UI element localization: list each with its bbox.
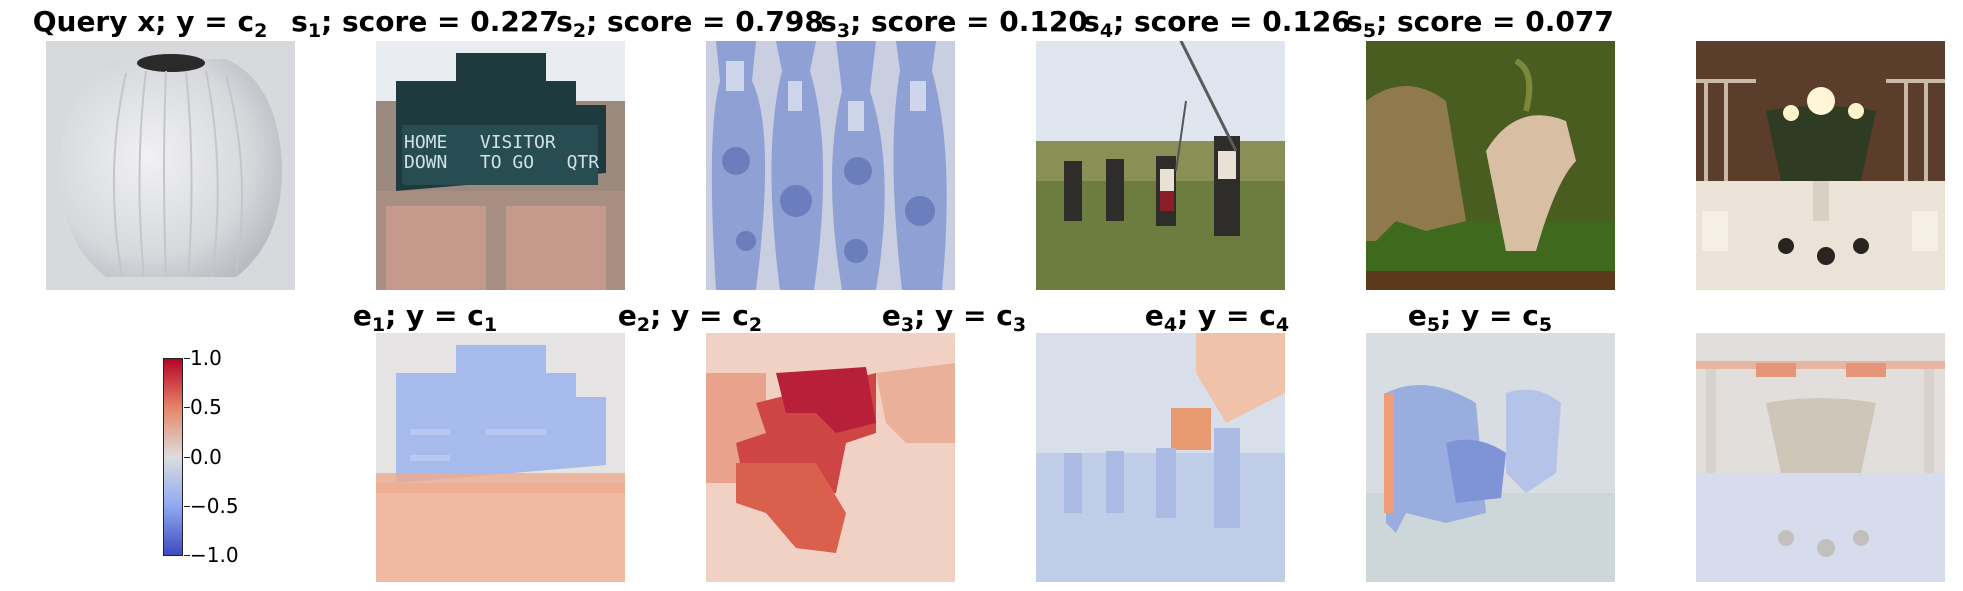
panel-title-s3: s3; score = 0.120 <box>820 5 1088 42</box>
colorbar-tick-5 <box>184 555 190 556</box>
panel-title-e3: e3; y = c3 <box>881 299 1027 336</box>
explanation-heatmap-e1 <box>376 333 625 582</box>
scoreboard-down-text: DOWN <box>404 152 448 173</box>
colorbar-tick-3 <box>184 457 190 458</box>
panel-title-e4: e4; y = c4 <box>1144 299 1290 336</box>
explanation-heatmap-e4 <box>1366 333 1615 582</box>
colorbar-tick-label-3: 0.0 <box>190 445 222 469</box>
scoreboard-togo-text: TO GO <box>479 152 535 173</box>
panel-title-s1: s1; score = 0.227 <box>291 5 559 42</box>
colorbar-tick-4 <box>184 506 190 507</box>
retrieved-image-lioness <box>1366 41 1615 290</box>
scoreboard-home-text: HOME <box>404 132 448 153</box>
query-image-vase <box>46 41 295 290</box>
colorbar-tick-label-2: 0.5 <box>190 395 222 419</box>
explanation-heatmap-e5 <box>1696 333 1945 582</box>
panel-title-s4: s4; score = 0.126 <box>1083 5 1351 42</box>
colorbar-tick-label-4: −0.5 <box>190 494 239 518</box>
retrieved-image-scoreboard: HOME VISITOR DOWN TO GO QTR <box>376 41 625 290</box>
scoreboard-visitor-text: VISITOR <box>479 132 556 153</box>
colorbar-tick-label-1: 1.0 <box>190 346 222 370</box>
panel-title-s2: s2; score = 0.798 <box>556 5 824 42</box>
panel-title-e1: e1; y = c1 <box>352 299 498 336</box>
colorbar <box>163 358 183 556</box>
explanation-heatmap-e2 <box>706 333 955 582</box>
retrieved-image-people <box>1036 41 1285 290</box>
colorbar-tick-label-5: −1.0 <box>190 543 239 567</box>
explanation-heatmap-e3 <box>1036 333 1285 582</box>
panel-title-e2: e2; y = c2 <box>617 299 763 336</box>
retrieved-image-vases <box>706 41 955 290</box>
panel-title-query: Query x; y = c2 <box>32 5 268 42</box>
colorbar-tick-1 <box>184 358 190 359</box>
panel-title-e5: e5; y = c5 <box>1407 299 1553 336</box>
panel-title-s5: s5; score = 0.077 <box>1346 5 1614 42</box>
retrieved-image-candles <box>1696 41 1945 290</box>
colorbar-tick-2 <box>184 407 190 408</box>
scoreboard-qtr-text: QTR <box>566 152 600 173</box>
